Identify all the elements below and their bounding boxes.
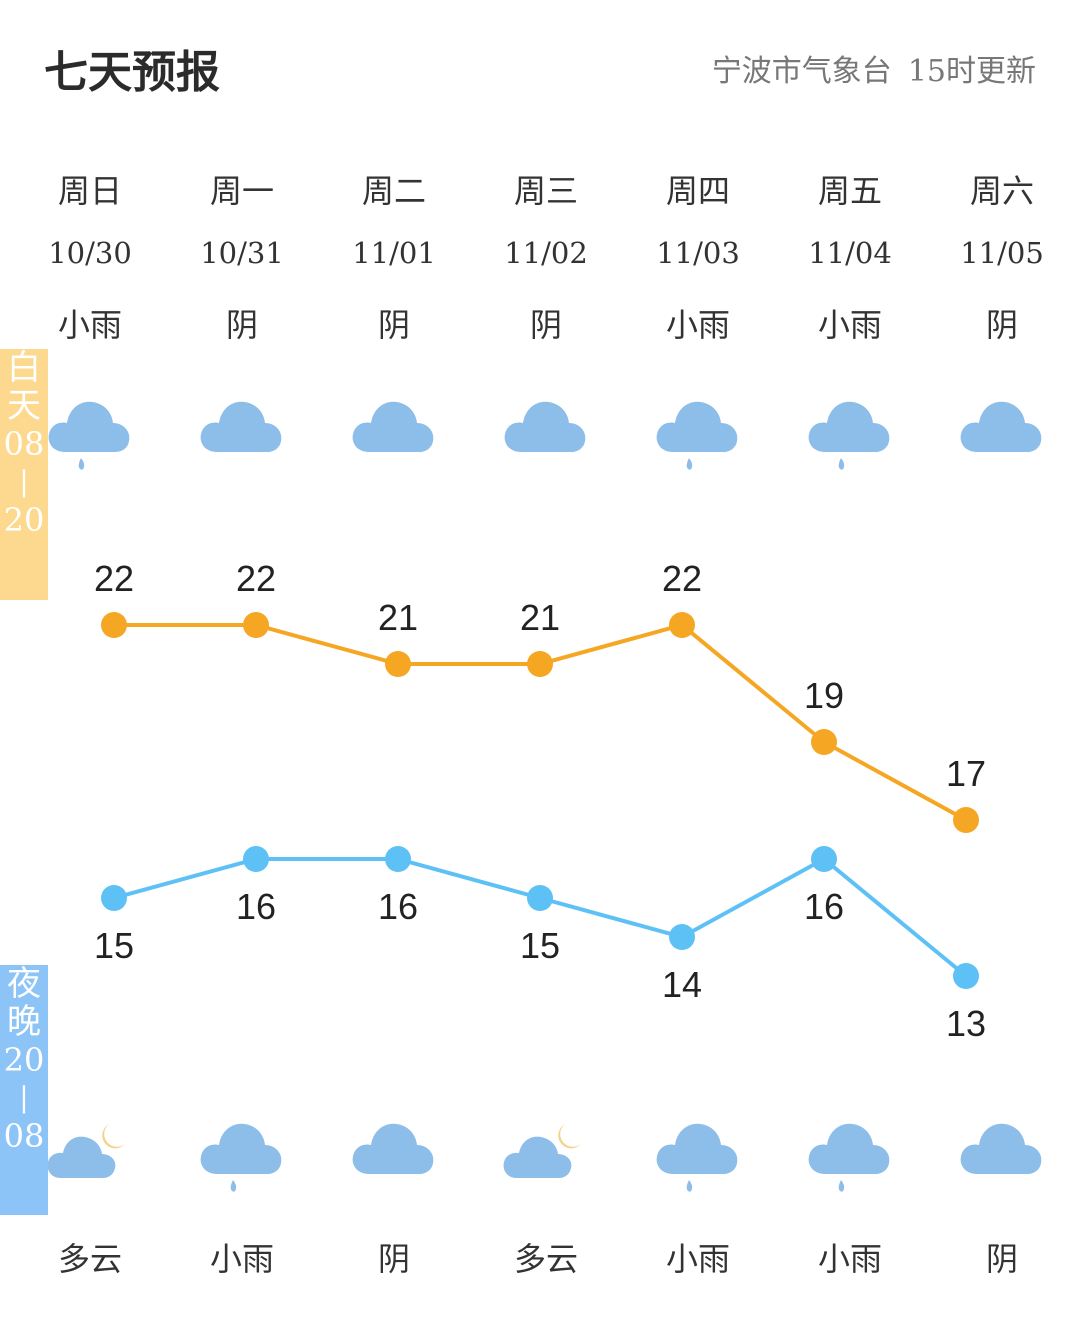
daytime-band-start: 08 [3,425,45,463]
low-temp-label: 14 [662,964,702,1005]
cloud-moon-icon [47,1124,125,1178]
day-weather-label: 小雨 [665,306,730,344]
cloud-rain-icon [48,401,130,470]
day-weather-label: 阴 [529,306,562,344]
date-label: 11/01 [352,236,436,270]
high-temp-point [527,651,553,677]
low-temp-label: 15 [520,925,560,966]
high-temp-label: 17 [946,753,986,794]
day-weather-label: 小雨 [817,306,882,344]
night-weather-label: 阴 [377,1240,410,1278]
cloud-rain-icon [200,1123,282,1192]
high-temp-point [243,612,269,638]
high-temp-label: 19 [804,675,844,716]
night-band-char: 晚 [7,1002,41,1042]
cloud-icon [960,1123,1042,1174]
high-temp-point [385,651,411,677]
cloud-icon [504,401,586,452]
high-temp-point [101,612,127,638]
day-weather-label: 阴 [377,306,410,344]
cloud-icon [352,401,434,452]
night-weather-label: 多云 [513,1240,578,1278]
cloud-rain-icon [656,401,738,470]
low-temp-point [243,846,269,872]
low-temp-label: 16 [236,886,276,927]
date-label: 10/31 [200,236,284,270]
night-band-end: 08 [3,1117,45,1155]
update-info: 宁波市气象台 15时更新 [712,46,1036,90]
high-temp-point [669,612,695,638]
low-temp-point [385,846,411,872]
weekday-label: 周二 [361,172,426,210]
daytime-band: 白 天 08 | 20 [0,349,48,600]
low-temp-point [953,963,979,989]
high-temp-label: 21 [378,597,418,638]
high-temp-label: 21 [520,597,560,638]
cloud-moon-icon [503,1124,581,1178]
cloud-rain-icon [656,1123,738,1192]
low-temp-point [811,846,837,872]
high-temp-point [811,729,837,755]
low-temp-label: 16 [804,886,844,927]
cloud-icon [960,401,1042,452]
day-weather-label: 小雨 [57,306,122,344]
night-band-char: 夜 [7,964,41,1004]
daytime-band-end: 20 [3,501,45,539]
night-weather-label: 多云 [57,1240,122,1278]
cloud-rain-icon [808,1123,890,1192]
weekday-label: 周三 [513,172,578,210]
night-weather-label: 小雨 [209,1240,274,1278]
daytime-band-separator: | [19,465,29,498]
daytime-band-char: 天 [7,386,41,426]
high-temp-label: 22 [94,558,134,599]
page-title: 七天预报 [44,47,220,98]
high-temp-point [953,807,979,833]
cloud-rain-icon [808,401,890,470]
night-band-separator: | [19,1081,29,1114]
high-temp-label: 22 [236,558,276,599]
low-temp-point [101,885,127,911]
weekday-label: 周日 [57,172,122,210]
date-label: 11/02 [504,236,588,270]
night-band-start: 20 [3,1041,45,1079]
night-weather-label: 阴 [985,1240,1018,1278]
date-label: 11/04 [808,236,892,270]
high-temp-label: 22 [662,558,702,599]
update-time: 15时更新 [907,54,1036,89]
night-weather-label: 小雨 [665,1240,730,1278]
weekday-label: 周四 [665,172,730,210]
weekday-label: 周一 [209,172,274,210]
source-name: 宁波市气象台 [711,54,892,89]
low-temp-label: 16 [378,886,418,927]
day-weather-label: 阴 [225,306,258,344]
date-label: 11/03 [656,236,740,270]
weekday-label: 周六 [969,172,1034,210]
night-weather-label: 小雨 [817,1240,882,1278]
night-band: 夜 晚 20 | 08 [0,965,48,1215]
day-weather-label: 阴 [985,306,1018,344]
daytime-band-char: 白 [7,348,41,388]
low-temp-point [669,924,695,950]
cloud-icon [352,1123,434,1174]
weekday-label: 周五 [817,172,882,210]
cloud-icon [200,401,282,452]
low-temp-point [527,885,553,911]
date-label: 10/30 [48,236,132,270]
low-temp-label: 13 [946,1003,986,1044]
date-label: 11/05 [960,236,1044,270]
low-temp-label: 15 [94,925,134,966]
